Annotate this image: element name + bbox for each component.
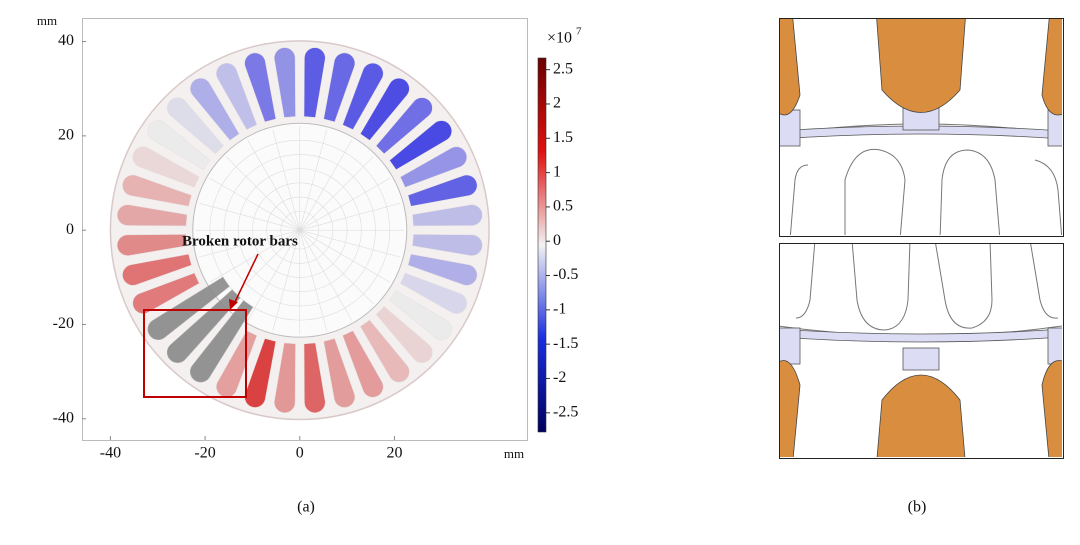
colorbar-tick-label: 0.5 bbox=[553, 198, 573, 215]
slot bbox=[389, 290, 452, 340]
mesh bbox=[299, 229, 401, 258]
colorbar-tick-label: 0 bbox=[553, 232, 561, 249]
slot bbox=[412, 204, 483, 227]
detail-frame bbox=[779, 243, 1064, 459]
slot bbox=[375, 306, 433, 364]
plot-frame bbox=[82, 18, 528, 441]
mesh bbox=[225, 229, 300, 305]
y-tick-label: -20 bbox=[53, 315, 74, 332]
colorbar-tick-label: -1 bbox=[553, 301, 566, 318]
slot bbox=[303, 342, 326, 413]
colorbar-tick-label: -2 bbox=[553, 369, 566, 386]
mesh bbox=[299, 129, 328, 231]
y-tick-label: 0 bbox=[66, 221, 74, 238]
arrow bbox=[233, 253, 259, 305]
slot bbox=[132, 146, 200, 188]
slot bbox=[342, 62, 384, 130]
slot bbox=[244, 338, 277, 408]
slot bbox=[342, 330, 384, 398]
slot bbox=[303, 47, 326, 118]
slot bbox=[132, 272, 200, 314]
x-unit: mm bbox=[504, 446, 524, 461]
mesh bbox=[247, 230, 301, 321]
slot bbox=[375, 97, 433, 155]
mesh bbox=[299, 156, 374, 231]
caption: (a) bbox=[297, 499, 315, 516]
mesh bbox=[209, 229, 300, 283]
mesh bbox=[299, 202, 401, 231]
colorbar-tick-label: 2 bbox=[553, 95, 561, 112]
colorbar-tick-label: -1.5 bbox=[553, 335, 578, 352]
slot bbox=[407, 253, 478, 286]
mesh bbox=[199, 229, 300, 258]
detail-frame bbox=[779, 18, 1064, 237]
colorbar-tick-label: -0.5 bbox=[553, 266, 578, 283]
colorbar bbox=[537, 57, 547, 433]
slot bbox=[389, 120, 452, 170]
colorbar-tick-label: 1 bbox=[553, 163, 561, 180]
colorbar-tick-label: -2.5 bbox=[553, 403, 578, 420]
mesh bbox=[299, 177, 391, 231]
mesh bbox=[299, 230, 353, 321]
slot bbox=[116, 204, 188, 227]
y-tick-label: 20 bbox=[58, 127, 74, 144]
slot bbox=[323, 338, 356, 408]
arrow-head bbox=[229, 299, 238, 310]
slot bbox=[359, 319, 410, 383]
slot bbox=[166, 97, 224, 155]
mesh bbox=[299, 139, 353, 231]
slot bbox=[147, 276, 230, 340]
slot bbox=[359, 77, 410, 141]
slot bbox=[166, 289, 241, 364]
mesh bbox=[299, 230, 328, 331]
slot bbox=[274, 342, 296, 413]
y-tick-label: -40 bbox=[53, 409, 74, 426]
colorbar-scale: ×10 bbox=[547, 30, 572, 47]
detail-bottom bbox=[780, 244, 1062, 457]
colorbar-tick-label: 1.5 bbox=[553, 129, 573, 146]
slot bbox=[244, 52, 277, 123]
y-unit: mm bbox=[37, 13, 57, 28]
x-tick-label: -20 bbox=[194, 445, 215, 462]
mesh bbox=[225, 156, 300, 231]
slot bbox=[323, 52, 356, 123]
caption: (b) bbox=[908, 499, 927, 516]
mesh bbox=[247, 139, 301, 231]
mesh bbox=[209, 177, 300, 231]
slot bbox=[116, 234, 188, 256]
mesh bbox=[272, 129, 301, 231]
slot bbox=[190, 300, 254, 383]
panel-b bbox=[779, 18, 1064, 459]
slot bbox=[147, 120, 211, 170]
slot bbox=[190, 77, 240, 141]
slot bbox=[400, 146, 468, 188]
slot bbox=[407, 174, 478, 207]
slot bbox=[400, 272, 468, 314]
slot bbox=[122, 174, 192, 207]
slot bbox=[216, 62, 258, 130]
colorbar-tick-label: 2.5 bbox=[553, 60, 573, 77]
slot bbox=[122, 253, 192, 286]
mesh bbox=[299, 229, 374, 305]
y-tick-label: 40 bbox=[58, 32, 74, 49]
slot bbox=[412, 234, 483, 256]
x-tick-label: -40 bbox=[100, 445, 121, 462]
x-tick-label: 20 bbox=[386, 445, 402, 462]
detail-top bbox=[780, 19, 1062, 235]
colorbar-scale-exponent: 7 bbox=[576, 26, 582, 38]
mesh bbox=[299, 229, 391, 283]
mesh bbox=[272, 230, 301, 331]
annotation: Broken rotor bars bbox=[182, 233, 298, 249]
x-tick-label: 0 bbox=[296, 445, 304, 462]
highlight-box bbox=[143, 309, 247, 398]
slot bbox=[274, 47, 296, 118]
mesh bbox=[199, 202, 300, 231]
